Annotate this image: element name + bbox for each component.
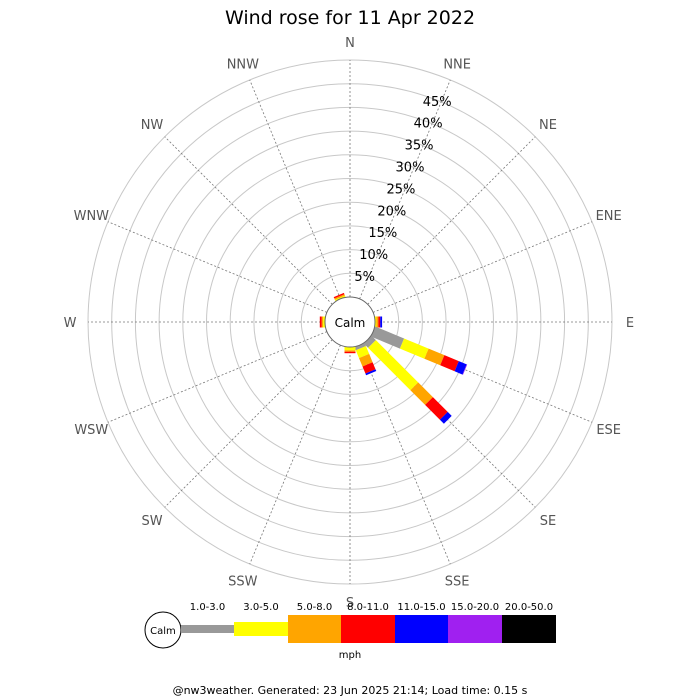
grid-ring [229,201,471,443]
ring-label: 25% [386,182,415,197]
bar-nnw-8.0-11.0 [333,292,345,299]
ring-label: 45% [423,95,452,110]
calm-center: Calm [324,296,376,348]
bar-ese-8.0-11.0 [440,355,459,372]
chart-title: Wind rose for 11 Apr 2022 [225,7,475,29]
bar-ese-3.0-5.0 [399,338,429,359]
legend-swatch-8.0-11.0 [341,615,395,643]
wind-bars [319,292,468,424]
bar-se-3.0-5.0 [368,340,419,391]
bar-nnw-3.0-5.0 [334,295,346,301]
spoke-ene [372,221,593,313]
bar-sse-8.0-11.0 [362,362,376,374]
spoke-wsw [107,331,328,423]
spoke-ne [367,136,536,305]
legend-swatch-15.0-20.0 [448,615,502,643]
grid-ring [300,272,400,372]
spoke-nne [359,79,451,300]
bar-ese-5.0-8.0 [424,348,445,366]
bar-e-11.0-15.0 [380,316,383,328]
legend-swatch-20.0-50.0 [502,615,556,643]
spoke-ssw [249,344,341,565]
bar-se-11.0-15.0 [439,411,452,424]
legend-swatch-5.0-8.0 [288,615,341,643]
speed-legend: Calm 1.0-3.0 3.0-5.0 5.0-8.0 8.0-11.0 11.0-1… [144,602,556,661]
bar-w-5.0-8.0 [321,316,324,328]
direction-label-nne: NNE [443,57,471,72]
direction-label-ne: NE [539,118,557,133]
direction-label-nw: NW [141,118,164,133]
bar-ese-11.0-15.0 [454,361,467,375]
bar-s-5.0-8.0 [344,350,356,352]
direction-label-ssw: SSW [228,575,258,590]
legend-label-15.0-20.0: 15.0-20.0 [451,602,499,613]
bar-ese-1.0-3.0 [371,326,405,349]
direction-label-sw: SW [141,514,162,529]
legend-label-11.0-15.0: 11.0-15.0 [397,602,445,613]
direction-label-s: S [346,596,354,611]
ring-label: 15% [368,226,397,241]
spoke-sw [164,339,333,508]
spoke-se [367,339,536,508]
legend-label-1.0-3.0: 1.0-3.0 [190,602,225,613]
ring-labels: 5% 10% 15% 20% 25% 30% 35% 40% 45% [354,95,451,285]
ring-label: 10% [359,248,388,263]
legend-swatch-11.0-15.0 [395,615,448,643]
legend-label-3.0-5.0: 3.0-5.0 [243,602,278,613]
direction-label-se: SE [540,514,556,529]
legend-label-20.0-50.0: 20.0-50.0 [505,602,553,613]
ring-label: 5% [354,270,375,285]
spoke-nnw [249,79,341,300]
direction-label-wsw: WSW [74,423,108,438]
bar-se-8.0-11.0 [425,397,448,420]
bar-w-3.0-5.0 [323,316,325,328]
legend-calm-label: Calm [150,626,176,637]
spoke-sse [359,344,451,565]
footer-text: @nw3weather. Generated: 23 Jun 2025 21:1… [173,684,528,697]
bar-s-8.0-11.0 [344,351,356,354]
spoke-nw [164,136,333,305]
direction-label-sse: SSE [445,575,470,590]
ring-label: 35% [405,139,434,154]
bar-e-5.0-8.0 [376,316,379,328]
bar-ese-15.0-20.0 [462,364,468,375]
bar-e-8.0-11.0 [378,316,381,328]
bar-sse-5.0-8.0 [359,353,373,367]
calm-label: Calm [335,316,366,330]
legend-swatch-1.0-3.0 [181,625,234,633]
grid-ring [253,225,447,419]
bar-sse-1.0-3.0 [354,343,366,351]
ring-label: 30% [396,161,425,176]
grid-ring [182,154,518,490]
direction-label-e: E [626,316,634,331]
direction-label-ese: ESE [596,423,621,438]
ring-label: 40% [414,117,443,132]
bar-sse-11.0-15.0 [365,369,377,376]
direction-label-ene: ENE [596,209,622,224]
direction-label-wnw: WNW [74,209,110,224]
grid-ring [206,178,494,466]
direction-spokes [88,60,612,584]
bar-s-3.0-5.0 [344,347,356,351]
direction-label-nnw: NNW [227,57,259,72]
spoke-ese [372,331,593,423]
legend-label-8.0-11.0: 8.0-11.0 [347,602,389,613]
legend-unit: mph [339,650,361,661]
legend-swatch-3.0-5.0 [234,622,288,636]
spoke-wnw [107,221,328,313]
bar-se-1.0-3.0 [363,335,376,348]
grid-ring [277,249,423,395]
direction-label-n: N [345,36,355,51]
bar-w-8.0-11.0 [319,316,322,328]
legend-label-5.0-8.0: 5.0-8.0 [297,602,332,613]
bar-se-5.0-8.0 [410,382,433,405]
direction-label-w: W [64,316,77,331]
bar-sse-3.0-5.0 [355,346,370,359]
ring-label: 20% [377,204,406,219]
bar-nnw-5.0-8.0 [334,294,345,300]
direction-labels: N NNE NE ENE E ESE SE SSE S SSW SW WSW W WNW NW NNW [64,36,635,611]
